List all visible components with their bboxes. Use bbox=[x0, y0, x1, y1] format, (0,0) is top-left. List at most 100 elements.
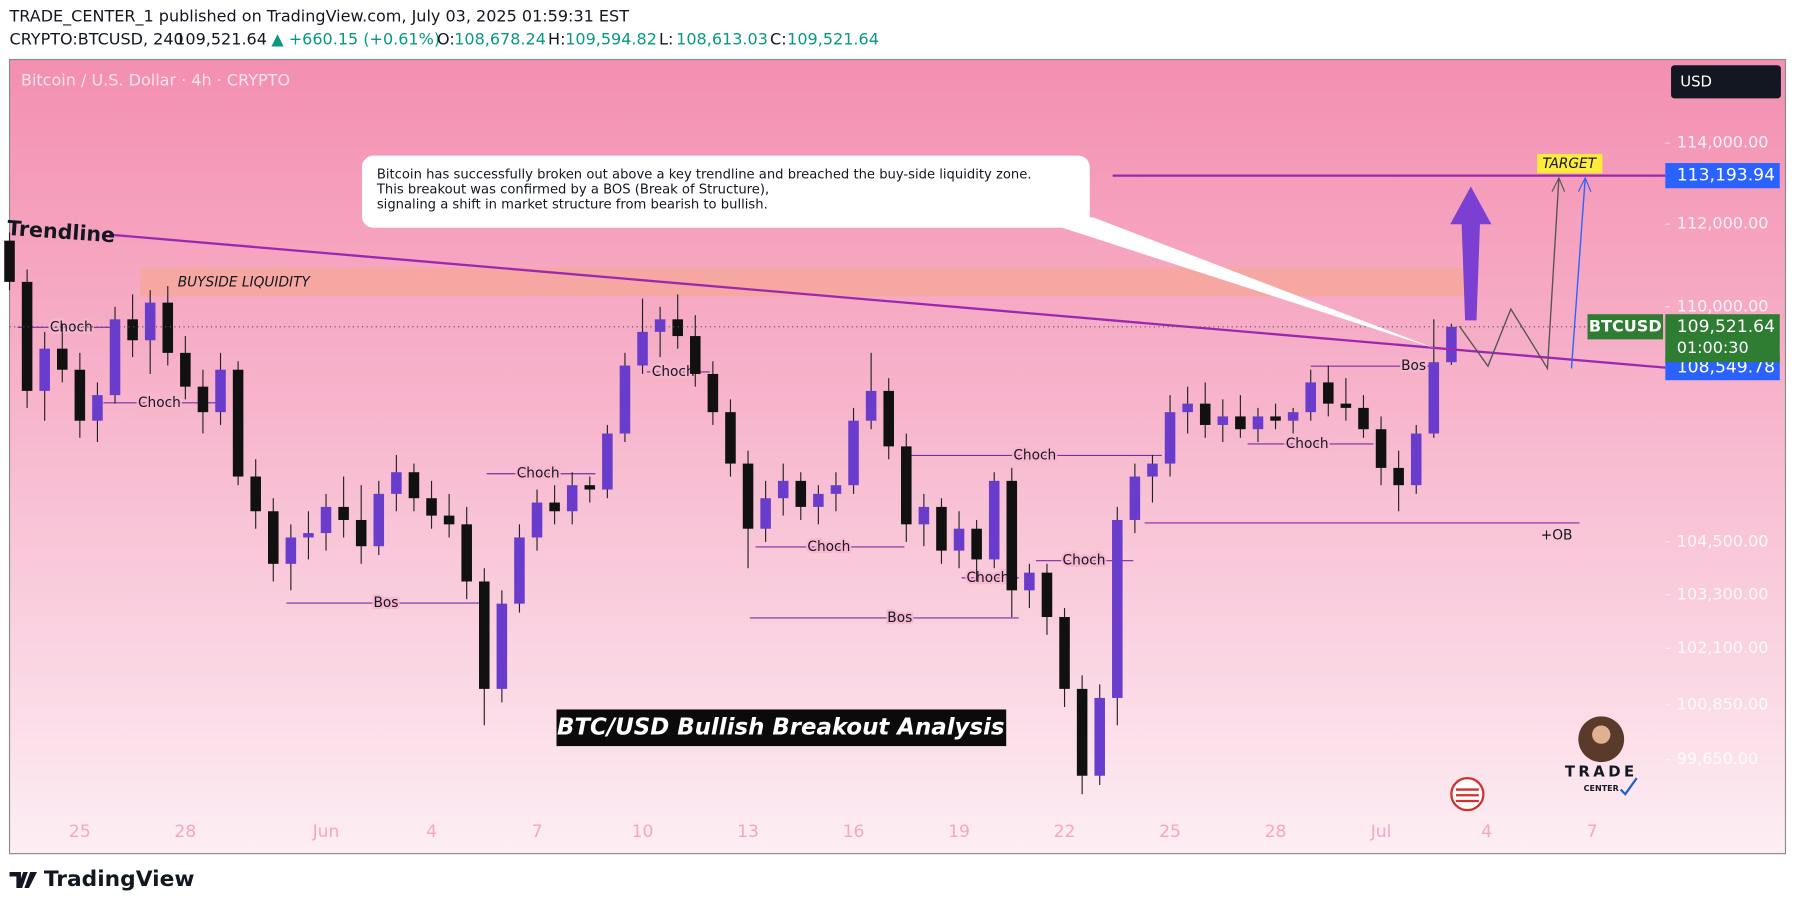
logo-bottom: CENTER bbox=[1584, 784, 1619, 793]
candle-body bbox=[127, 319, 138, 341]
x-tick-label: 10 bbox=[632, 822, 654, 842]
countdown: 01:00:30 bbox=[1677, 338, 1749, 357]
y-tick-label: 110,000.00 bbox=[1677, 296, 1769, 315]
ohlc-key: C: bbox=[770, 30, 787, 49]
callout-box bbox=[361, 155, 1090, 228]
trendline bbox=[108, 233, 1666, 369]
candle-body bbox=[1164, 412, 1176, 464]
x-tick-label: 7 bbox=[532, 822, 543, 842]
flag-stripes bbox=[1455, 788, 1479, 803]
candle-body bbox=[1024, 572, 1035, 591]
candle-body bbox=[426, 498, 437, 516]
candle-body bbox=[250, 476, 261, 512]
candle-body bbox=[549, 502, 560, 512]
candle-body bbox=[461, 524, 472, 582]
candle-body bbox=[215, 369, 226, 413]
candle-body bbox=[901, 446, 912, 525]
publisher: TRADE_CENTER_1 published on TradingView.… bbox=[9, 7, 630, 27]
brand: TradingView bbox=[44, 867, 195, 892]
structure-label: Choch bbox=[1286, 436, 1329, 452]
tv-logo bbox=[9, 871, 37, 888]
candle-body bbox=[1252, 416, 1264, 430]
symbol-tag-label: BTCUSD bbox=[1589, 316, 1662, 335]
candle-body bbox=[777, 480, 789, 499]
candle-body bbox=[197, 386, 209, 413]
quote-part: ▲ +660.15 (+0.61%) bbox=[271, 30, 440, 49]
x-tick-label: 25 bbox=[69, 822, 91, 842]
candle-body bbox=[672, 319, 683, 337]
quote-part: 109,521.64 bbox=[175, 30, 267, 49]
structure-label: Choch bbox=[1063, 553, 1106, 569]
x-tick-label: Jun bbox=[312, 822, 340, 842]
candle-body bbox=[1340, 403, 1352, 408]
candle-body bbox=[74, 369, 86, 421]
candle-body bbox=[1217, 416, 1229, 425]
candle-body bbox=[602, 433, 613, 490]
currency: USD bbox=[1680, 72, 1712, 90]
candle-body bbox=[1006, 480, 1018, 591]
candle-body bbox=[4, 240, 15, 282]
candle-body bbox=[1182, 403, 1193, 413]
breakout-arrow bbox=[1450, 186, 1492, 321]
candle-body bbox=[1129, 476, 1141, 520]
projection-head bbox=[1577, 176, 1592, 192]
candle-body bbox=[813, 493, 824, 507]
candle-body bbox=[162, 302, 174, 353]
structure-label: Choch bbox=[1013, 447, 1056, 463]
candle-body bbox=[92, 395, 103, 421]
candle-body bbox=[496, 603, 508, 689]
candle-body bbox=[1428, 362, 1440, 434]
banner: BTC/USD Bullish Breakout Analysis bbox=[557, 714, 1005, 740]
symbol-tag bbox=[1587, 314, 1664, 340]
x-tick-label: 4 bbox=[1481, 822, 1492, 842]
projection-head bbox=[1551, 176, 1566, 192]
candle-body bbox=[1270, 416, 1281, 421]
avatar-face bbox=[1592, 725, 1611, 744]
structure-label: Bos bbox=[887, 610, 912, 626]
currency-box bbox=[1671, 65, 1781, 99]
candle-body bbox=[637, 331, 648, 366]
candle-body bbox=[1393, 467, 1404, 486]
candle-body bbox=[690, 336, 701, 374]
candle-body bbox=[566, 485, 578, 512]
logo-check bbox=[1619, 777, 1638, 796]
candle-body bbox=[443, 515, 455, 525]
candle-body bbox=[268, 511, 279, 564]
candle-body bbox=[584, 485, 596, 490]
x-tick-label: 28 bbox=[1265, 822, 1287, 842]
structure-label: Choch bbox=[50, 319, 93, 335]
projection bbox=[1458, 177, 1560, 371]
candle-body bbox=[654, 319, 666, 332]
x-tick-label: 13 bbox=[737, 822, 759, 842]
x-tick-label: 25 bbox=[1159, 822, 1181, 842]
candle-body bbox=[373, 493, 385, 547]
candle-body bbox=[1147, 463, 1158, 477]
candle-body bbox=[988, 480, 1000, 560]
x-tick-label: 7 bbox=[1587, 822, 1598, 842]
candle-body bbox=[21, 281, 33, 391]
ohlc-key: H: bbox=[548, 30, 565, 49]
candle-body bbox=[39, 348, 50, 391]
ohlc-value: 108,613.03 bbox=[676, 30, 768, 49]
candle-body bbox=[742, 463, 754, 529]
candle-body bbox=[1059, 617, 1070, 689]
structure-label: Choch bbox=[966, 570, 1009, 586]
plot: Bitcoin / U.S. Dollar · 4h · CRYPTO USD 11… bbox=[4, 65, 1781, 842]
x-tick-label: 28 bbox=[174, 822, 196, 842]
candle-body bbox=[760, 498, 771, 529]
candle-body bbox=[1287, 412, 1299, 421]
candle-body bbox=[707, 373, 719, 413]
callout-text: Bitcoin has successfully broken out abov… bbox=[377, 168, 1032, 183]
ohlc-value: 108,678.24 bbox=[454, 30, 546, 49]
target-label: TARGET bbox=[1542, 156, 1597, 172]
candle-body bbox=[514, 537, 525, 604]
candle-body bbox=[1446, 326, 1457, 363]
x-tick-label: Jul bbox=[1370, 822, 1392, 842]
candle-body bbox=[848, 420, 859, 486]
candle-body bbox=[303, 533, 314, 538]
candle-body bbox=[619, 365, 631, 434]
structure-label: Bos bbox=[374, 595, 399, 611]
candle-body bbox=[830, 485, 842, 494]
ohlc-value: 109,594.82 bbox=[565, 30, 657, 49]
